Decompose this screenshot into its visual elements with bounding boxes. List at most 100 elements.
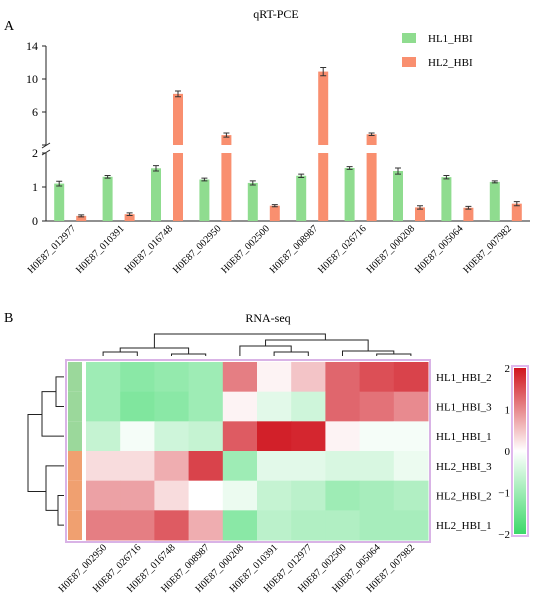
heatmap-cell	[120, 391, 155, 422]
row-dendrogram-branch	[41, 391, 64, 437]
heatmap-cell	[291, 510, 326, 541]
error-bar	[175, 90, 181, 98]
heatmap-cell	[120, 451, 155, 482]
x-tick-label: H0E87_008987	[268, 223, 321, 276]
heatmap-row-label: HL1_HBI_1	[436, 431, 492, 443]
heatmap-cell	[154, 391, 190, 422]
bar	[76, 215, 87, 221]
x-tick-label: H0E87_002950	[171, 223, 224, 276]
column-dendrogram-branch	[153, 333, 326, 348]
heatmap-cell	[257, 510, 292, 541]
heatmap-cell	[291, 362, 326, 393]
color-scale-tick-label: 1	[505, 405, 511, 417]
y-tick-label: 14	[26, 39, 38, 53]
heatmap-cell	[86, 510, 121, 541]
bar	[247, 182, 258, 221]
legend-label-hl2: HL2_HBI	[428, 57, 473, 69]
bar	[489, 181, 500, 221]
heatmap-dendrograms	[27, 333, 412, 526]
heatmap-cell	[154, 451, 190, 482]
error-bar	[320, 66, 327, 77]
heatmap-cell	[120, 480, 155, 511]
column-dendrogram-branch	[171, 353, 207, 356]
heatmap-cell	[86, 480, 121, 511]
heatmap-cell	[120, 362, 155, 393]
heatmap-cell	[393, 510, 429, 541]
heatmap-cell	[222, 362, 258, 393]
heatmap-cell	[188, 480, 224, 511]
heatmap-cell	[291, 421, 326, 452]
heatmap-cell	[154, 362, 190, 393]
heatmap-cell	[359, 391, 395, 422]
heatmap-cell	[86, 362, 121, 393]
bar	[102, 176, 113, 221]
error-bar	[78, 214, 85, 218]
heatmap-cell	[359, 510, 395, 541]
error-bar	[104, 174, 111, 179]
x-tick-label: H0E87_012977	[26, 223, 79, 276]
row-group-cell	[68, 451, 82, 481]
bar	[199, 179, 210, 221]
heatmap-cell	[393, 391, 429, 422]
heatmap-row-label: HL2_HBI_1	[436, 520, 492, 532]
bar	[296, 175, 307, 221]
y-tick-label: 10	[26, 72, 38, 86]
heatmap-cell	[222, 451, 258, 482]
heatmap-cell	[222, 510, 258, 541]
heatmap-row-label: HL1_HBI_3	[436, 402, 492, 414]
bar	[173, 153, 183, 221]
error-bar	[417, 205, 423, 210]
heatmap-cell	[188, 391, 224, 422]
heatmap-cell	[257, 391, 292, 422]
heatmap-frame	[65, 359, 431, 543]
error-bar	[126, 212, 133, 217]
bar	[54, 183, 65, 221]
heatmap-cells	[65, 359, 431, 543]
bar	[366, 153, 377, 221]
heatmap-cell	[359, 362, 395, 393]
row-group-cell	[68, 362, 82, 392]
heatmap-cell	[257, 421, 292, 452]
heatmap-cell	[325, 421, 361, 452]
heatmap-cell	[359, 480, 395, 511]
heatmap-cell	[359, 421, 395, 452]
column-dendrogram-branch	[239, 345, 292, 356]
heatmap-cell	[291, 451, 326, 482]
heatmap-cell	[325, 391, 361, 422]
legend-swatch-hl2	[402, 57, 416, 67]
color-scale-bar	[514, 368, 526, 534]
heatmap-cell	[120, 510, 155, 541]
bar	[221, 135, 232, 145]
error-bar	[298, 173, 305, 178]
heatmap-title: RNA-seq	[245, 311, 290, 325]
bar	[173, 93, 183, 145]
heatmap-cell	[393, 451, 429, 482]
color-scale-tick-label: −1	[498, 488, 510, 500]
column-dendrogram-branch	[119, 347, 190, 354]
x-tick-label: H0E87_026716	[316, 223, 369, 276]
y-tick-label: 1	[32, 180, 38, 194]
column-dendrogram-branch	[265, 339, 369, 351]
heatmap-color-scale: 2 1 0 −1 −2	[498, 363, 529, 541]
legend-swatch-hl1	[402, 33, 416, 43]
heatmap-cell	[222, 391, 258, 422]
x-tick-label: H0E87_007982	[461, 223, 514, 276]
x-tick-label: H0E87_002500	[219, 223, 272, 276]
bar	[318, 71, 329, 145]
bar	[366, 134, 377, 145]
error-bar	[443, 174, 450, 180]
row-dendrogram-branch	[45, 465, 64, 511]
heatmap-cell	[257, 362, 292, 393]
x-tick-label: H0E87_005064	[413, 223, 466, 276]
heatmap-cell	[86, 451, 121, 482]
heatmap-cell	[86, 391, 121, 422]
heatmap-cell	[291, 480, 326, 511]
heatmap-cell	[154, 421, 190, 452]
legend-label-hl1: HL1_HBI	[428, 33, 473, 45]
x-tick-label: H0E87_010391	[74, 223, 127, 276]
column-dendrogram-branch	[376, 353, 412, 356]
row-group-cell	[68, 510, 82, 540]
row-group-cell	[68, 421, 82, 451]
bar-chart-legend: HL1_HBI HL2_HBI	[402, 33, 473, 69]
